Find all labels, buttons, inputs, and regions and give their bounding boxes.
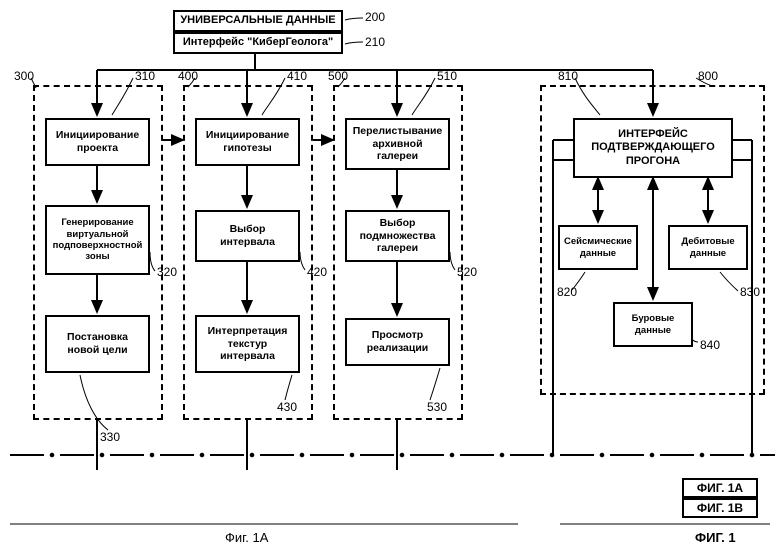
connectors-svg xyxy=(0,0,780,557)
